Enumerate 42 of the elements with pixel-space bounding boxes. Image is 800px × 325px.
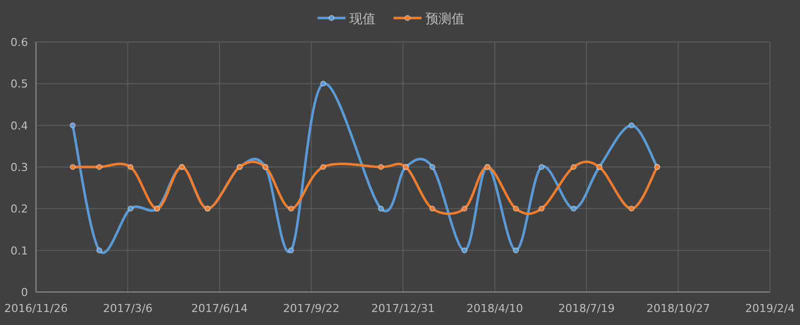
- y-tick-label: 0.6: [10, 36, 28, 49]
- point: [512, 247, 519, 254]
- point: [70, 164, 76, 170]
- point: [461, 206, 468, 212]
- point: [320, 80, 326, 87]
- point: [429, 206, 436, 212]
- point: [538, 164, 545, 170]
- y-tick-label: 0.1: [10, 244, 28, 258]
- legend-label: 预测值: [426, 12, 464, 27]
- x-tick-label: 2018/7/19: [558, 302, 615, 315]
- y-tick-label: 0.4: [10, 119, 28, 132]
- y-tick-label: 0.2: [10, 202, 28, 216]
- x-tick-label: 2018/4/10: [466, 302, 523, 315]
- x-tick-label: 2017/12/31: [371, 302, 435, 315]
- point: [70, 122, 76, 128]
- point: [570, 164, 577, 170]
- point: [461, 247, 468, 254]
- legend-label: 现值: [350, 12, 376, 27]
- x-tick-label: 2018/10/27: [646, 302, 710, 315]
- y-tick-label: 0: [21, 286, 28, 299]
- x-tick-label: 2017/6/14: [191, 302, 248, 315]
- point: [628, 206, 634, 212]
- point: [512, 206, 519, 212]
- x-tick-label: 2016/11/26: [4, 302, 68, 315]
- point: [288, 206, 294, 212]
- x-tick-label: 2019/2/4: [745, 302, 795, 315]
- point: [128, 164, 134, 170]
- y-tick-label: 0.5: [10, 78, 28, 91]
- point: [320, 164, 326, 170]
- point: [429, 164, 436, 170]
- point: [378, 206, 384, 212]
- point: [96, 164, 102, 170]
- x-tick-label: 2017/9/22: [283, 302, 340, 315]
- point: [570, 206, 577, 212]
- y-tick-label: 0.3: [10, 161, 28, 174]
- point: [538, 206, 545, 212]
- x-tick-label: 2017/3/6: [103, 302, 152, 315]
- point: [288, 247, 294, 254]
- point: [628, 122, 634, 128]
- point: [96, 247, 102, 254]
- point: [128, 206, 134, 212]
- point: [378, 164, 384, 170]
